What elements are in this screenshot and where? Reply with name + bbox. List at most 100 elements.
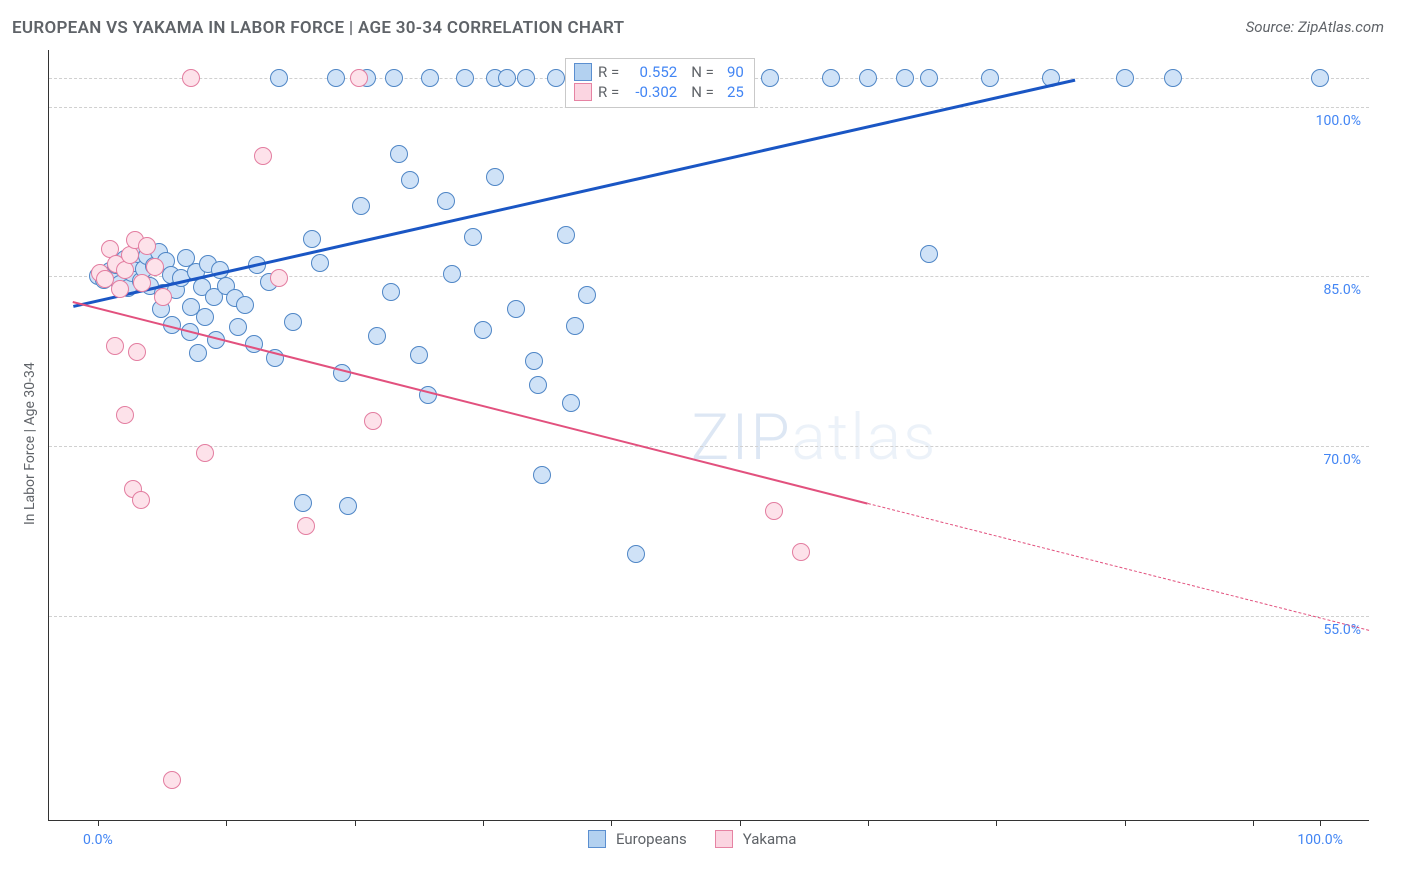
y-axis-label: In Labor Force | Age 30-34: [22, 362, 38, 525]
data-point: [303, 230, 321, 248]
stats-legend-row: R = -0.302 N = 25: [574, 83, 744, 101]
data-point: [562, 394, 580, 412]
x-tick-mark: [1320, 820, 1321, 826]
legend-swatch: [588, 830, 606, 848]
data-point: [111, 280, 129, 298]
data-point: [401, 171, 419, 189]
stats-legend: R = 0.552 N = 90 R = -0.302 N = 25: [565, 58, 755, 108]
legend-r-label: R =: [598, 63, 619, 81]
x-tick-mark: [996, 820, 997, 826]
data-point: [116, 406, 134, 424]
data-point: [517, 69, 535, 87]
data-point: [128, 343, 146, 361]
trend-line: [73, 78, 1076, 307]
data-point: [507, 300, 525, 318]
data-point: [410, 346, 428, 364]
x-tick-mark: [355, 820, 356, 826]
data-point: [196, 308, 214, 326]
data-point: [557, 226, 575, 244]
data-point: [859, 69, 877, 87]
data-point: [533, 466, 551, 484]
legend-n-value: 90: [720, 63, 744, 81]
legend-label: Europeans: [616, 830, 687, 848]
data-point: [196, 444, 214, 462]
data-point: [146, 258, 164, 276]
legend-label: Yakama: [743, 830, 797, 848]
data-point: [920, 69, 938, 87]
data-point: [106, 337, 124, 355]
chart-title: EUROPEAN VS YAKAMA IN LABOR FORCE | AGE …: [12, 18, 624, 38]
data-point: [627, 545, 645, 563]
data-point: [456, 69, 474, 87]
data-point: [270, 269, 288, 287]
data-point: [382, 283, 400, 301]
x-tick-mark: [740, 820, 741, 826]
gridline-h: [49, 446, 1369, 447]
data-point: [525, 352, 543, 370]
data-point: [920, 245, 938, 263]
x-tick-mark: [1253, 820, 1254, 826]
series-legend: Europeans Yakama: [588, 830, 814, 848]
x-tick-mark: [868, 820, 869, 826]
legend-n-label: N =: [691, 83, 714, 101]
legend-swatch: [715, 830, 733, 848]
data-point: [254, 147, 272, 165]
data-point: [1116, 69, 1134, 87]
legend-n-value: 25: [720, 83, 744, 101]
y-tick-label: 55.0%: [1323, 622, 1361, 638]
watermark-part2: atlas: [791, 400, 937, 475]
data-point: [385, 69, 403, 87]
x-tick-label: 100.0%: [1297, 832, 1342, 848]
data-point: [529, 376, 547, 394]
y-tick-label: 70.0%: [1323, 452, 1361, 468]
data-point: [270, 69, 288, 87]
stats-legend-row: R = 0.552 N = 90: [574, 63, 744, 81]
legend-r-value: -0.302: [625, 83, 677, 101]
data-point: [138, 237, 156, 255]
data-point: [350, 69, 368, 87]
x-tick-mark: [483, 820, 484, 826]
gridline-h: [49, 276, 1369, 277]
data-point: [163, 771, 181, 789]
x-tick-mark: [98, 820, 99, 826]
data-point: [284, 313, 302, 331]
data-point: [464, 228, 482, 246]
data-point: [132, 491, 150, 509]
data-point: [896, 69, 914, 87]
data-point: [236, 296, 254, 314]
data-point: [297, 517, 315, 535]
legend-swatch: [574, 63, 592, 81]
data-point: [474, 321, 492, 339]
data-point: [327, 69, 345, 87]
data-point: [437, 192, 455, 210]
data-point: [792, 543, 810, 561]
data-point: [154, 288, 172, 306]
data-point: [765, 502, 783, 520]
data-point: [566, 317, 584, 335]
legend-r-label: R =: [598, 83, 619, 101]
source-label: Source: ZipAtlas.com: [1246, 18, 1384, 36]
trend-line: [868, 503, 1369, 631]
data-point: [421, 69, 439, 87]
data-point: [486, 168, 504, 186]
y-tick-label: 85.0%: [1323, 282, 1361, 298]
data-point: [189, 344, 207, 362]
legend-n-label: N =: [691, 63, 714, 81]
x-tick-mark: [611, 820, 612, 826]
data-point: [352, 197, 370, 215]
trend-line: [73, 301, 868, 504]
y-tick-label: 100.0%: [1316, 113, 1361, 129]
gridline-h: [49, 616, 1369, 617]
legend-r-value: 0.552: [625, 63, 677, 81]
scatter-plot: ZIPatlas 55.0%70.0%85.0%100.0%0.0%100.0%: [48, 50, 1369, 821]
data-point: [133, 274, 151, 292]
data-point: [311, 254, 329, 272]
x-tick-mark: [1125, 820, 1126, 826]
data-point: [339, 497, 357, 515]
legend-swatch: [574, 83, 592, 101]
data-point: [1164, 69, 1182, 87]
data-point: [390, 145, 408, 163]
data-point: [294, 494, 312, 512]
data-point: [182, 69, 200, 87]
data-point: [368, 327, 386, 345]
